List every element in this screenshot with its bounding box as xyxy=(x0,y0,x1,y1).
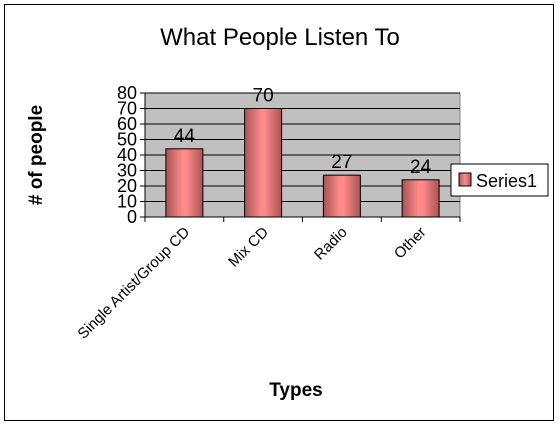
category-label: Single Artist/Group CD xyxy=(74,224,193,343)
chart-title: What People Listen To xyxy=(160,24,400,51)
category-label: Mix CD xyxy=(225,224,272,271)
y-tick-label: 40 xyxy=(117,145,137,165)
y-tick-label: 20 xyxy=(117,176,137,196)
data-label: 27 xyxy=(331,152,352,173)
bars xyxy=(165,108,440,218)
bar xyxy=(244,108,283,218)
y-tick-label: 70 xyxy=(117,99,137,119)
bar xyxy=(401,179,440,218)
x-axis-ticks: Single Artist/Group CD Mix CD Radio Other xyxy=(74,217,461,343)
data-label: 70 xyxy=(253,86,274,107)
y-tick-label: 60 xyxy=(117,114,137,134)
bar xyxy=(165,148,204,218)
legend: Series1 xyxy=(450,163,549,197)
data-label: 24 xyxy=(410,157,432,178)
category-label: Other xyxy=(391,224,430,263)
data-label: 44 xyxy=(174,126,196,147)
y-tick-label: 50 xyxy=(117,130,137,150)
data-labels: 44 70 27 24 xyxy=(174,86,432,178)
y-tick-label: 0 xyxy=(127,207,137,227)
y-tick-label: 30 xyxy=(117,161,137,181)
y-tick-label: 80 xyxy=(117,83,137,103)
legend-label-series1: Series1 xyxy=(476,171,537,191)
y-tick-label: 10 xyxy=(117,192,137,212)
bar xyxy=(322,174,361,218)
y-axis-title: # of people xyxy=(26,105,47,205)
category-label: Radio xyxy=(311,224,351,264)
x-axis-title: Types xyxy=(269,380,323,401)
legend-swatch xyxy=(458,172,472,187)
